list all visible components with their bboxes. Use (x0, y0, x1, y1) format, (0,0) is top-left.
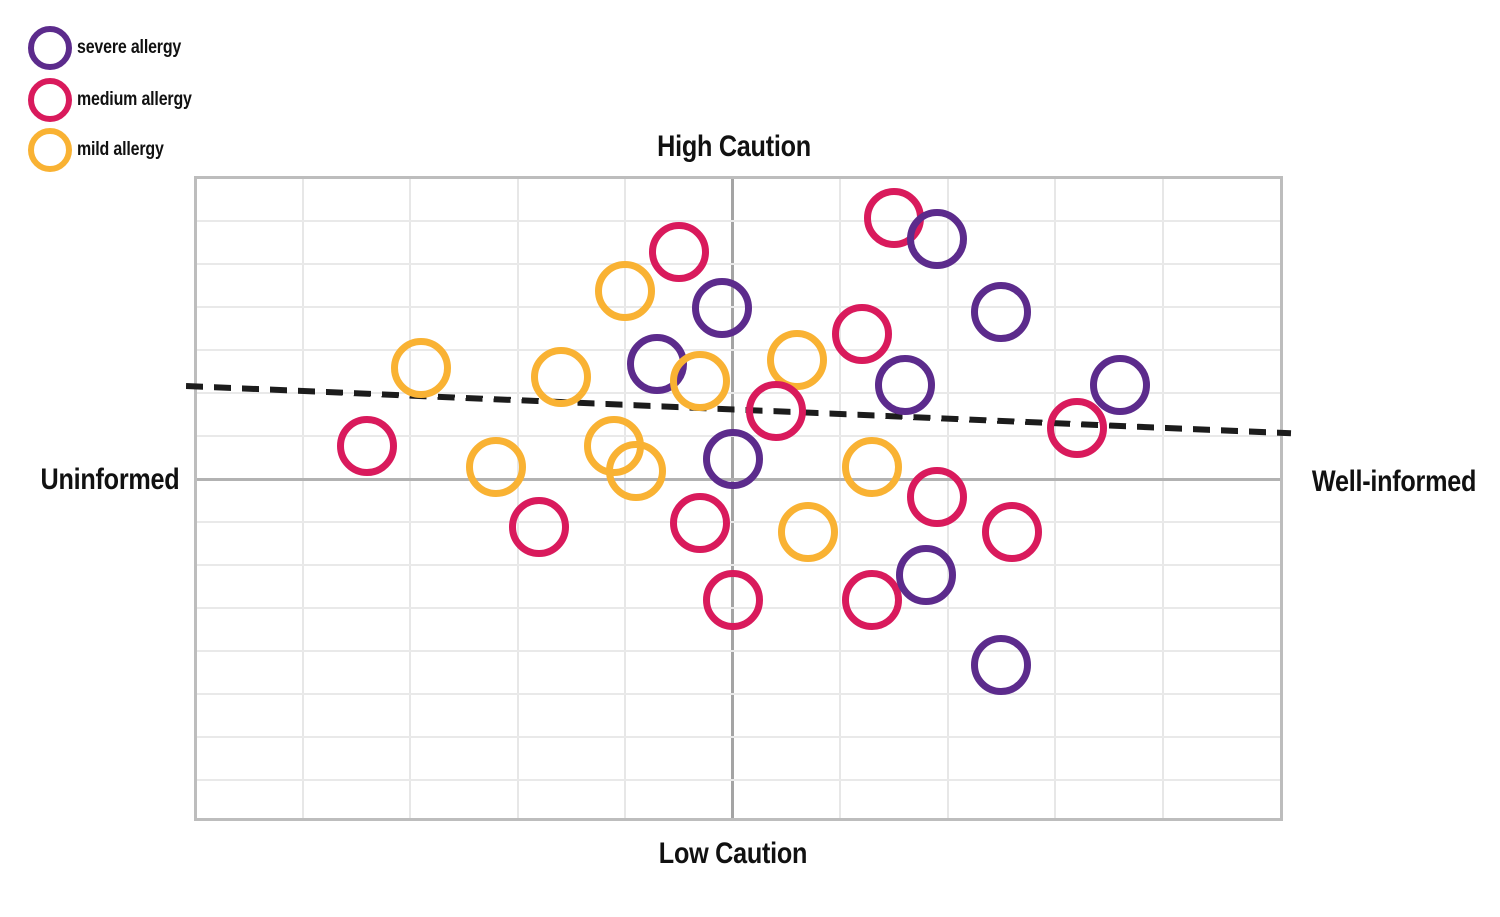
axis-label-bottom: Low Caution (658, 837, 808, 870)
legend-circle-severe (28, 26, 72, 70)
axis-label-right: Well-informed (1311, 465, 1477, 498)
horizontal-gridline (197, 693, 1280, 695)
point-mild (670, 351, 731, 412)
point-medium (982, 501, 1042, 562)
point-severe (1089, 355, 1150, 416)
horizontal-gridline (197, 564, 1280, 566)
vertical-center-axis (731, 179, 734, 818)
point-severe (896, 544, 956, 605)
horizontal-gridline (197, 521, 1280, 523)
horizontal-gridline (197, 650, 1280, 652)
point-mild (466, 437, 526, 498)
point-mild (777, 501, 838, 562)
legend-circle-medium (28, 78, 72, 122)
horizontal-gridline (197, 779, 1280, 781)
plot-frame (194, 176, 1283, 821)
vertical-gridline (1054, 179, 1056, 818)
point-severe (906, 209, 967, 270)
horizontal-gridline (197, 263, 1280, 265)
point-mild (842, 437, 903, 498)
vertical-gridline (409, 179, 411, 818)
vertical-gridline (1161, 179, 1164, 818)
plot-grid (197, 179, 1280, 818)
horizontal-gridline (197, 392, 1280, 394)
point-medium (1046, 398, 1107, 459)
point-severe (874, 355, 935, 416)
point-medium (337, 415, 397, 476)
legend-label-severe: severe allergy (77, 37, 182, 58)
axis-label-left: Uninformed (40, 463, 180, 496)
vertical-gridline (301, 179, 304, 818)
horizontal-gridline (197, 220, 1280, 222)
point-severe (971, 634, 1032, 695)
point-medium (702, 570, 763, 631)
point-medium (906, 467, 967, 528)
point-mild (530, 346, 591, 407)
point-mild (767, 329, 827, 390)
point-mild (595, 260, 655, 321)
point-medium (831, 303, 892, 364)
vertical-gridline (839, 179, 841, 818)
point-medium (745, 381, 806, 442)
point-medium (648, 222, 709, 283)
legend-label-medium: medium allergy (77, 89, 192, 110)
legend-circle-mild (28, 128, 72, 172)
point-medium (509, 497, 569, 558)
legend-label-mild: mild allergy (77, 139, 164, 160)
point-severe (691, 278, 752, 338)
axis-label-top: High Caution (657, 130, 811, 163)
point-severe (971, 282, 1032, 343)
point-medium (842, 570, 903, 631)
point-medium (670, 493, 731, 553)
horizontal-gridline (197, 349, 1280, 351)
horizontal-gridline (197, 736, 1280, 738)
point-mild (605, 441, 666, 502)
point-severe (702, 428, 763, 489)
point-mild (390, 338, 451, 399)
vertical-gridline (516, 179, 519, 818)
